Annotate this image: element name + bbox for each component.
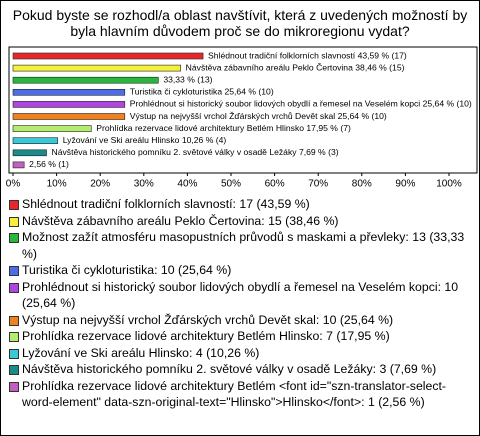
- legend-label: Lyžování ve Ski areálu Hlinsko: 4 (10,26…: [22, 345, 260, 360]
- bar: [12, 64, 181, 72]
- x-tick-label: 20%: [90, 179, 110, 190]
- legend-item: Návštěva zábavního areálu Peklo Čertovin…: [9, 213, 471, 230]
- legend-item: Prohlídka rezervace lidové architektury …: [9, 378, 471, 411]
- legend-swatch: [9, 200, 19, 210]
- bar-label: Návštěva zábavního areálu Peklo Čertovin…: [186, 62, 405, 72]
- bar-label: 33,33 % (13): [163, 74, 212, 84]
- legend-swatch: [9, 282, 19, 293]
- bar-label: 2,56 % (1): [29, 159, 69, 169]
- x-tick-label: 10%: [47, 179, 67, 190]
- legend-label: Prohlídka rezervace lidové architektury …: [22, 378, 447, 410]
- legend-item: Turistika či cykloturistika: 10 (25,64 %…: [9, 262, 471, 279]
- x-tick-label: 70%: [308, 179, 328, 190]
- legend-label: Shlédnout tradiční folklorních slavností…: [22, 197, 310, 211]
- legend: Shlédnout tradiční folklorních slavností…: [9, 196, 471, 411]
- legend-swatch: [9, 315, 19, 326]
- legend-swatch: [9, 216, 19, 227]
- bar: [12, 137, 59, 144]
- legend-item: Návštěva historického pomníku 2. světové…: [9, 361, 471, 378]
- x-tick-label: 50%: [221, 179, 241, 190]
- x-tick-label: 90%: [395, 179, 415, 190]
- legend-label: Výstup na nejvyšší vrchol Žďárských vrch…: [22, 312, 394, 327]
- bar-label: Shlédnout tradiční folklorních slavností…: [208, 50, 407, 60]
- legend-swatch: [9, 233, 19, 243]
- legend-item: Možnost zažít atmosféru masopustních prů…: [9, 229, 471, 262]
- legend-item: Prohlédnout si historický soubor lidovýc…: [9, 279, 471, 312]
- legend-item: Prohlídka rezervace lidové architektury …: [9, 328, 471, 345]
- bar: [12, 76, 159, 84]
- legend-label: Možnost zažít atmosféru masopustních prů…: [22, 230, 465, 261]
- bar: [12, 89, 126, 96]
- legend-label: Návštěva zábavního areálu Peklo Čertovin…: [22, 213, 339, 228]
- bar: [12, 125, 92, 132]
- bar: [12, 149, 47, 157]
- legend-item: Výstup na nejvyšší vrchol Žďárských vrch…: [9, 312, 471, 329]
- plot-frame: [8, 46, 478, 174]
- legend-swatch: [9, 348, 19, 359]
- bar: [12, 113, 126, 120]
- legend-swatch: [9, 365, 19, 375]
- bar-label: Výstup na nejvyšší vrchol Žďárských vrch…: [130, 111, 387, 121]
- chart-title: Pokud byste se rozhodl/a oblast navštívi…: [12, 7, 468, 39]
- legend-swatch: [9, 381, 19, 392]
- x-tick-label: 60%: [265, 179, 285, 190]
- legend-label: Návštěva historického pomníku 2. světové…: [22, 362, 437, 376]
- legend-item: Lyžování ve Ski areálu Hlinsko: 4 (10,26…: [9, 345, 471, 362]
- bar: [12, 52, 204, 60]
- x-tick-label: 0%: [6, 179, 21, 190]
- legend-label: Turistika či cykloturistika: 10 (25,64 %…: [22, 263, 232, 277]
- x-tick-label: 40%: [177, 179, 197, 190]
- bar-label: Turistika či cykloturistika 25,64 % (10): [130, 87, 274, 97]
- legend-swatch: [9, 266, 19, 276]
- legend-swatch: [9, 332, 19, 342]
- x-tick-label: 80%: [352, 179, 372, 190]
- bar-label: Prohlédnout si historický soubor lidovýc…: [130, 99, 472, 109]
- bar-label: Návštěva historického pomníku 2. světové…: [52, 147, 339, 157]
- x-tick-label: 100%: [436, 179, 462, 190]
- legend-label: Prohlédnout si historický soubor lidovýc…: [22, 279, 459, 311]
- legend-item: Shlédnout tradiční folklorních slavností…: [9, 196, 471, 213]
- x-tick-label: 30%: [134, 179, 154, 190]
- plot: 0% 10% 20% 30% 40% 50% 60% 70% 80% 90% 100% Shlédno…: [6, 46, 478, 190]
- bar: [12, 101, 126, 108]
- legend-label: Prohlídka rezervace lidové architektury …: [22, 329, 390, 343]
- bar-label: Lyžování ve Ski areálu Hlinsko 10,26 % (…: [63, 135, 227, 145]
- bar: [12, 161, 25, 169]
- bar-label: Prohlídka rezervace lidové architektury …: [96, 123, 351, 133]
